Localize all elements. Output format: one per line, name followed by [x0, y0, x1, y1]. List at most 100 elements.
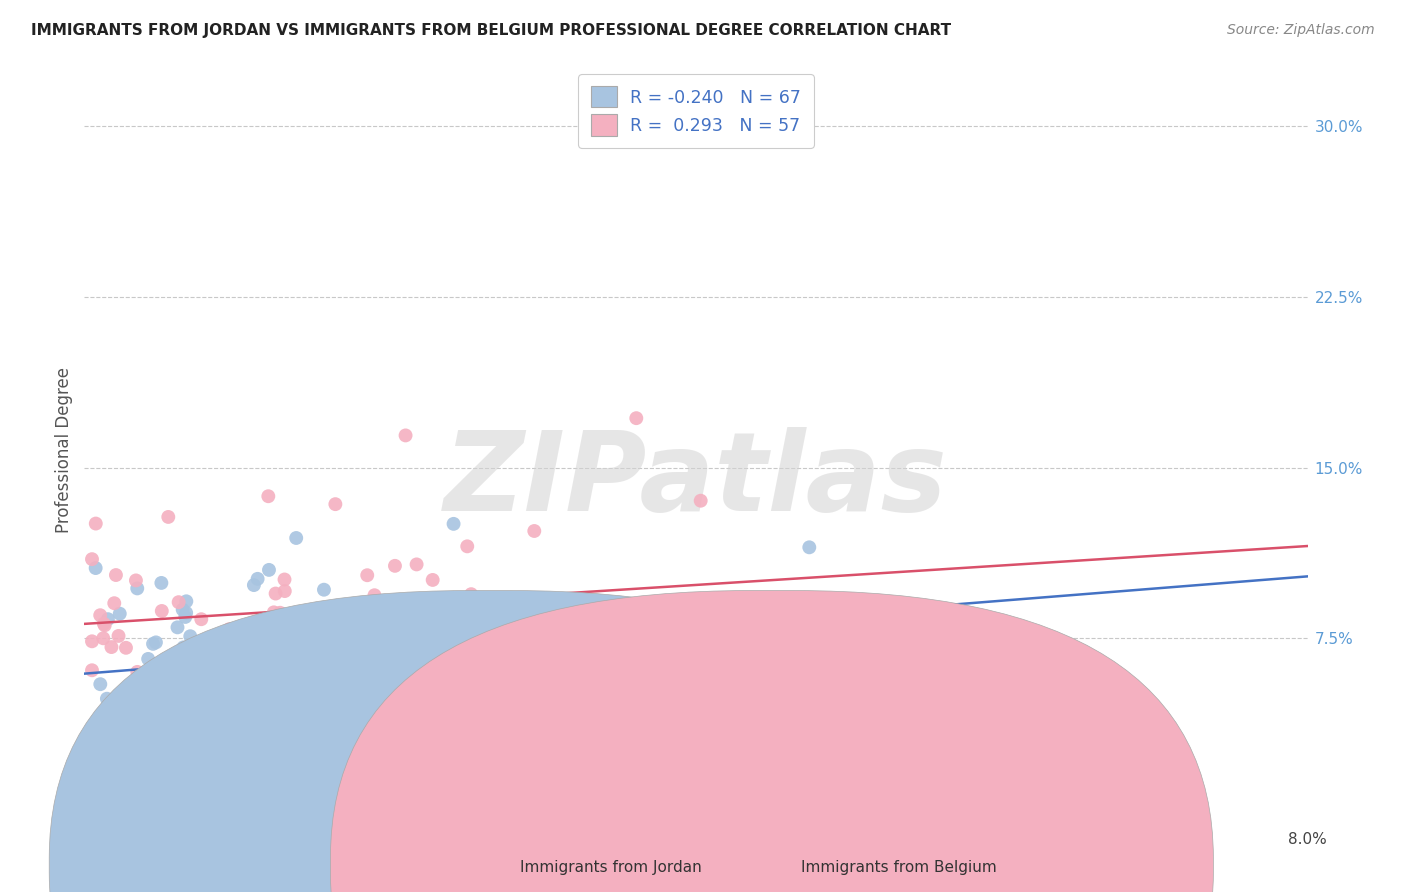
Point: [174, 606, 197, 620]
Point: [143, 690, 166, 704]
Point: [172, 640, 194, 655]
Point: [456, 539, 478, 553]
Point: [80, 663, 103, 677]
Point: [218, 640, 240, 654]
Point: [307, 633, 329, 648]
Point: [603, 715, 626, 730]
Point: [179, 629, 201, 643]
Point: [100, 640, 122, 654]
Point: [97, 612, 120, 626]
Point: [323, 630, 346, 644]
Point: [177, 681, 200, 696]
Point: [208, 695, 231, 709]
Point: [675, 777, 697, 791]
Point: [799, 541, 821, 555]
Point: [165, 673, 187, 688]
Point: [183, 693, 205, 707]
Point: [346, 628, 368, 642]
Point: [204, 702, 226, 716]
Point: [263, 605, 285, 619]
Point: [136, 652, 159, 666]
Point: [312, 582, 335, 597]
Point: [89, 608, 111, 623]
Point: [91, 706, 114, 721]
Point: [308, 697, 330, 711]
Point: [107, 629, 129, 643]
Point: [190, 612, 212, 626]
Point: [212, 660, 235, 674]
Point: [405, 558, 427, 572]
Text: Immigrants from Jordan: Immigrants from Jordan: [520, 860, 702, 874]
Point: [205, 629, 228, 643]
Point: [523, 524, 546, 538]
Point: [219, 662, 242, 676]
Point: [460, 587, 482, 601]
Text: ZIPatlas: ZIPatlas: [444, 426, 948, 533]
Point: [276, 665, 298, 680]
Point: [166, 620, 188, 634]
Point: [167, 595, 190, 609]
Point: [142, 637, 165, 651]
Point: [84, 561, 107, 575]
Point: [157, 510, 180, 524]
Point: [218, 622, 240, 636]
Point: [451, 676, 474, 690]
Point: [150, 723, 173, 737]
Point: [309, 620, 332, 634]
Point: [103, 596, 125, 610]
Point: [104, 568, 127, 582]
Point: [135, 697, 157, 711]
Point: [150, 576, 173, 591]
Point: [264, 586, 287, 600]
Point: [319, 658, 342, 673]
Point: [253, 704, 276, 718]
Point: [221, 647, 243, 661]
Y-axis label: Professional Degree: Professional Degree: [55, 368, 73, 533]
Point: [387, 683, 409, 698]
Point: [285, 531, 308, 545]
Text: Immigrants from Belgium: Immigrants from Belgium: [801, 860, 997, 874]
Point: [420, 686, 443, 700]
Point: [194, 671, 217, 685]
Point: [363, 588, 385, 602]
Point: [121, 695, 143, 709]
Point: [256, 775, 278, 789]
Point: [207, 672, 229, 686]
Point: [626, 411, 648, 425]
Point: [689, 493, 711, 508]
Point: [127, 665, 149, 679]
Point: [176, 594, 198, 608]
FancyBboxPatch shape: [330, 591, 1213, 892]
Point: [156, 742, 179, 756]
Point: [172, 602, 194, 616]
Point: [257, 563, 280, 577]
Point: [243, 578, 266, 592]
Point: [80, 634, 103, 648]
Point: [392, 608, 415, 623]
Point: [443, 516, 465, 531]
Point: [269, 606, 291, 620]
Point: [394, 428, 416, 442]
Point: [305, 619, 328, 633]
Point: [115, 640, 138, 655]
Point: [93, 618, 115, 632]
Text: IMMIGRANTS FROM JORDAN VS IMMIGRANTS FROM BELGIUM PROFESSIONAL DEGREE CORRELATIO: IMMIGRANTS FROM JORDAN VS IMMIGRANTS FRO…: [31, 23, 950, 38]
Point: [127, 582, 149, 596]
Point: [110, 688, 132, 702]
Point: [201, 713, 224, 727]
Point: [96, 691, 118, 706]
Point: [200, 668, 222, 682]
Point: [456, 646, 478, 660]
Point: [422, 573, 444, 587]
Text: Source: ZipAtlas.com: Source: ZipAtlas.com: [1227, 23, 1375, 37]
Point: [93, 616, 115, 631]
Point: [492, 617, 515, 632]
Point: [89, 677, 111, 691]
Point: [247, 707, 270, 722]
Point: [145, 635, 167, 649]
Point: [384, 558, 406, 573]
Point: [174, 610, 197, 624]
Point: [212, 665, 235, 680]
Point: [326, 630, 349, 644]
Point: [851, 608, 873, 623]
